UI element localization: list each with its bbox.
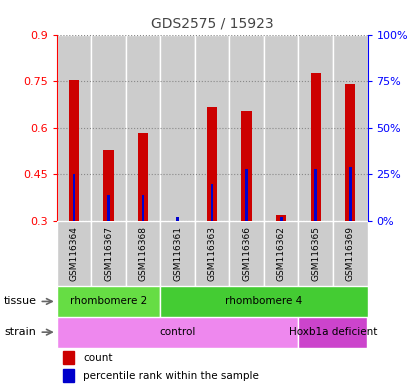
Bar — [241, 111, 252, 221]
Text: GSM116362: GSM116362 — [277, 226, 286, 281]
Text: rhombomere 4: rhombomere 4 — [225, 296, 302, 306]
Bar — [280, 217, 283, 221]
Bar — [63, 351, 74, 364]
Bar — [349, 167, 352, 221]
Bar — [229, 221, 264, 286]
Bar — [195, 35, 229, 221]
Bar — [138, 133, 148, 221]
Bar — [160, 286, 368, 317]
Text: GSM116361: GSM116361 — [173, 226, 182, 281]
Bar — [276, 215, 286, 221]
Text: percentile rank within the sample: percentile rank within the sample — [83, 371, 259, 381]
Text: GSM116363: GSM116363 — [207, 226, 217, 281]
Bar — [333, 35, 368, 221]
Bar — [142, 195, 144, 221]
Bar — [69, 81, 79, 221]
Text: GSM116364: GSM116364 — [69, 226, 79, 281]
Text: strain: strain — [4, 327, 36, 337]
Bar — [195, 221, 229, 286]
Text: GSM116367: GSM116367 — [104, 226, 113, 281]
Bar — [107, 195, 110, 221]
Bar — [91, 35, 126, 221]
Text: GSM116369: GSM116369 — [346, 226, 355, 281]
Text: GSM116366: GSM116366 — [242, 226, 251, 281]
Bar — [264, 35, 299, 221]
Text: GSM116365: GSM116365 — [311, 226, 320, 281]
Bar — [160, 221, 195, 286]
Bar — [299, 35, 333, 221]
Bar — [299, 221, 333, 286]
Text: tissue: tissue — [4, 296, 37, 306]
Bar — [229, 35, 264, 221]
Bar — [176, 217, 179, 221]
Text: control: control — [159, 327, 196, 337]
Bar — [73, 174, 75, 221]
Text: rhombomere 2: rhombomere 2 — [70, 296, 147, 306]
Bar — [207, 107, 217, 221]
Bar — [314, 169, 317, 221]
Bar — [333, 221, 368, 286]
Text: Hoxb1a deficient: Hoxb1a deficient — [289, 327, 377, 337]
Bar — [57, 221, 91, 286]
Bar — [245, 169, 248, 221]
Bar — [91, 221, 126, 286]
Bar — [103, 151, 114, 221]
Bar — [160, 35, 195, 221]
Bar — [57, 317, 299, 348]
Bar — [126, 35, 160, 221]
Bar — [264, 221, 299, 286]
Bar — [126, 221, 160, 286]
Bar — [63, 369, 74, 382]
Bar — [299, 317, 368, 348]
Title: GDS2575 / 15923: GDS2575 / 15923 — [151, 17, 273, 31]
Text: count: count — [83, 353, 113, 363]
Bar — [57, 286, 160, 317]
Bar — [310, 73, 321, 221]
Bar — [57, 35, 91, 221]
Text: GSM116368: GSM116368 — [139, 226, 147, 281]
Bar — [211, 184, 213, 221]
Bar — [345, 84, 355, 221]
